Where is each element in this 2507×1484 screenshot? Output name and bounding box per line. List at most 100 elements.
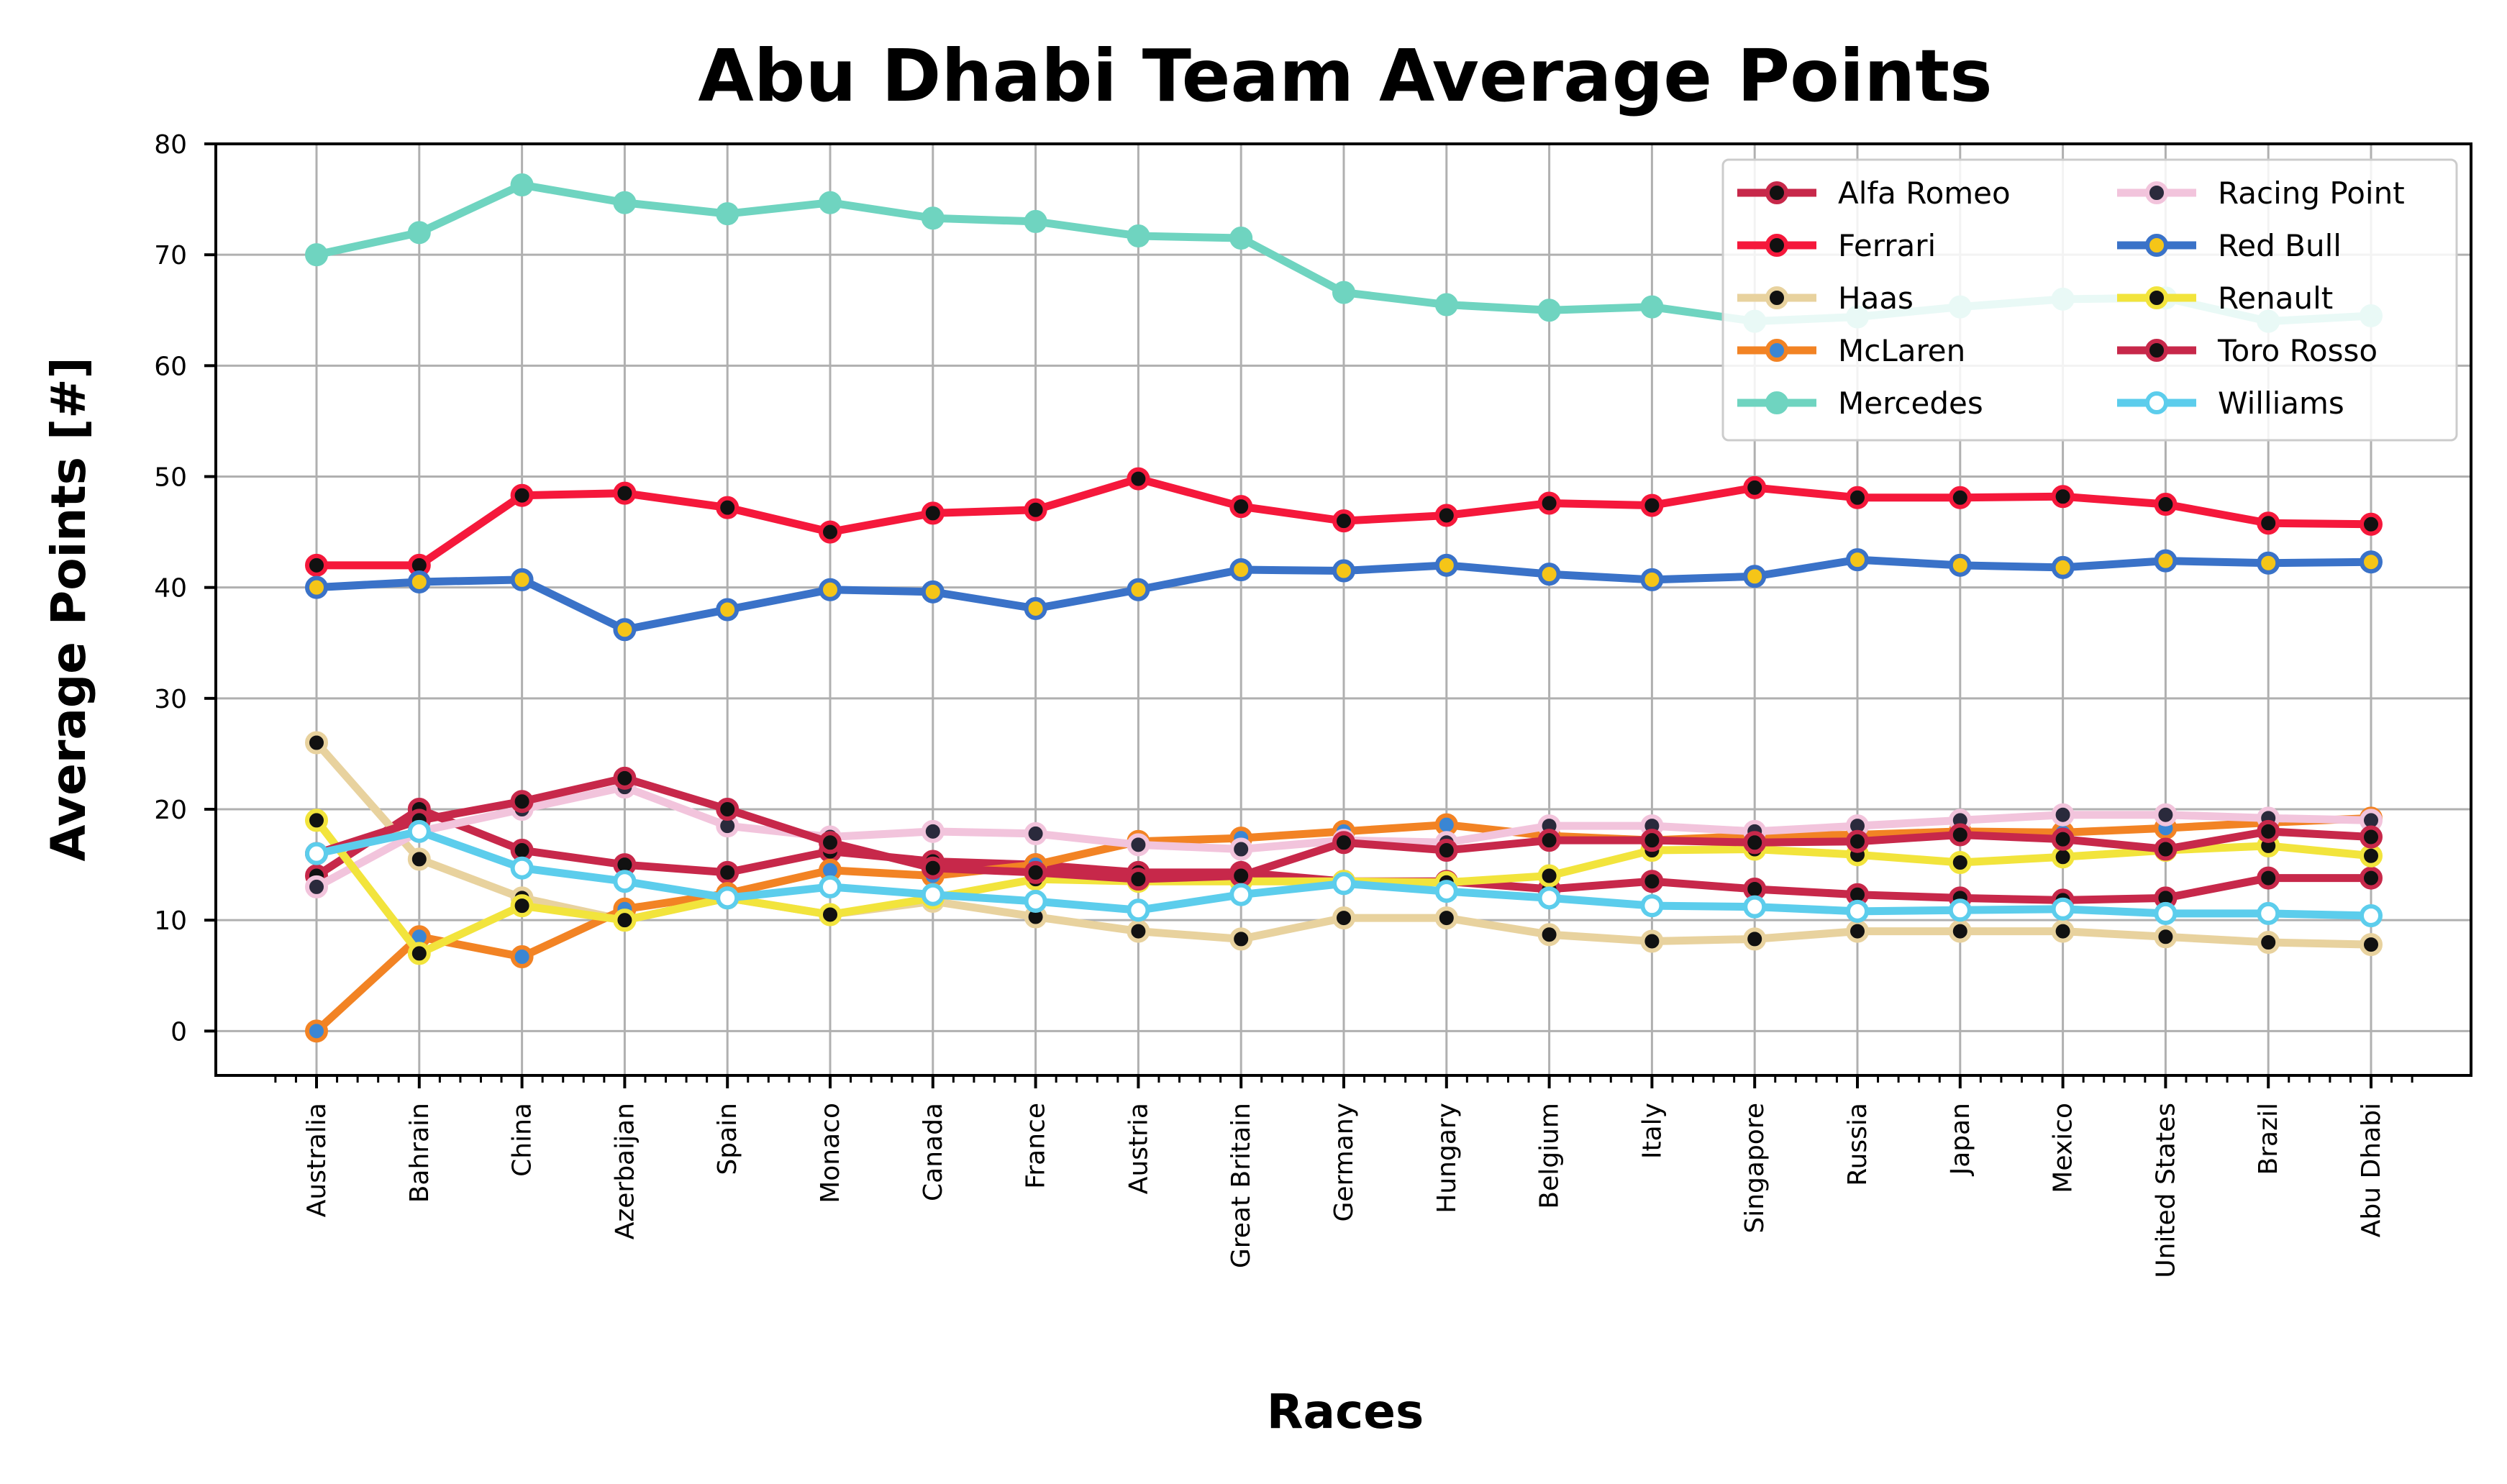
data-point (407, 942, 431, 965)
data-point (1537, 829, 1561, 852)
data-point (1948, 486, 1972, 509)
data-point (1640, 894, 1664, 918)
data-point (1434, 839, 1458, 862)
x-tick-label: Brazil (2254, 1103, 2283, 1175)
data-point (1229, 883, 1253, 906)
data-point (1743, 927, 1767, 951)
data-point (2360, 933, 2383, 957)
data-point (613, 191, 637, 214)
data-point (2051, 897, 2075, 921)
data-point (1024, 821, 1047, 845)
x-tick-label: Austria (1124, 1103, 1153, 1194)
data-point (1846, 899, 1869, 923)
data-point (613, 870, 637, 893)
legend-entry: Mercedes (1737, 386, 1983, 421)
data-point (1332, 281, 1355, 304)
data-point (1640, 870, 1664, 893)
data-point (2257, 511, 2280, 535)
series-red-bull (305, 548, 2383, 642)
data-point (716, 496, 740, 519)
y-tick-label: 0 (170, 1017, 187, 1047)
data-point (1743, 565, 1767, 588)
data-point (1332, 831, 1355, 855)
x-tick-label: Abu Dhabi (2357, 1103, 2386, 1237)
y-tick-label: 80 (154, 130, 187, 160)
chart-title: Abu Dhabi Team Average Points (698, 34, 1992, 118)
data-point (819, 903, 842, 927)
data-point (716, 886, 740, 910)
legend-swatch-marker (2145, 391, 2168, 414)
data-point (305, 875, 328, 898)
data-point (1229, 864, 1253, 888)
legend-entry: McLaren (1737, 333, 1965, 368)
data-point (921, 883, 945, 906)
data-point (1434, 504, 1458, 527)
x-tick-label: Italy (1637, 1103, 1667, 1159)
data-point (1743, 895, 1767, 919)
data-point (2360, 512, 2383, 536)
data-point (2360, 844, 2383, 868)
data-point (2051, 555, 2075, 579)
x-tick-label: Mexico (2049, 1103, 2078, 1193)
legend-label: Red Bull (2218, 228, 2342, 263)
legend-label: Mercedes (1838, 386, 1983, 421)
series-williams (305, 819, 2383, 927)
data-point (921, 206, 945, 230)
data-point (1948, 851, 1972, 874)
data-point (1537, 923, 1561, 947)
data-point (2257, 819, 2280, 843)
data-point (1640, 829, 1664, 852)
legend-label: Williams (2218, 386, 2344, 421)
data-point (510, 856, 534, 880)
data-point (2360, 550, 2383, 574)
data-point (1537, 886, 1561, 910)
data-point (2257, 901, 2280, 925)
data-point (1948, 553, 1972, 577)
data-point (2154, 803, 2178, 827)
data-point (613, 618, 637, 642)
legend-swatch-marker (1765, 391, 1788, 414)
legend-label: Ferrari (1838, 228, 1936, 263)
y-tick-label: 50 (154, 463, 187, 493)
data-point (1127, 578, 1150, 601)
data-point (1948, 919, 1972, 943)
data-point (921, 580, 945, 604)
y-tick-label: 70 (154, 241, 187, 270)
x-tick-label: Russia (1843, 1103, 1873, 1186)
data-point (1229, 837, 1253, 861)
data-point (1434, 906, 1458, 930)
data-point (1846, 486, 1869, 509)
data-point (1948, 898, 1972, 922)
data-point (613, 766, 637, 790)
data-point (2154, 901, 2178, 925)
data-point (819, 578, 842, 601)
data-point (305, 731, 328, 755)
data-point (1332, 872, 1355, 896)
data-point (2154, 925, 2178, 949)
data-point (1434, 553, 1458, 577)
data-point (1127, 919, 1150, 943)
data-point (1434, 880, 1458, 903)
data-point (1229, 927, 1253, 951)
legend-swatch-marker (1765, 286, 1788, 309)
data-point (716, 202, 740, 226)
axis-layer: Australia Bahrain China Azerbaijan Spain Mona… (154, 130, 2413, 1278)
data-point (819, 520, 842, 544)
data-point (1846, 829, 1869, 853)
data-point (819, 831, 842, 855)
y-axis-label: Average Points [#] (41, 357, 96, 861)
data-point (921, 501, 945, 525)
data-point (1024, 860, 1047, 884)
x-tick-label: China (508, 1103, 537, 1177)
legend-entry: Toro Rosso (2117, 333, 2378, 368)
legend-entry: Alfa Romeo (1737, 176, 2011, 211)
data-point (407, 221, 431, 245)
data-point (305, 1019, 328, 1043)
data-point (2360, 866, 2383, 890)
data-point (305, 553, 328, 577)
data-point (1640, 295, 1664, 319)
x-tick-label: Canada (919, 1103, 948, 1201)
data-point (613, 481, 637, 505)
data-point (1743, 831, 1767, 855)
